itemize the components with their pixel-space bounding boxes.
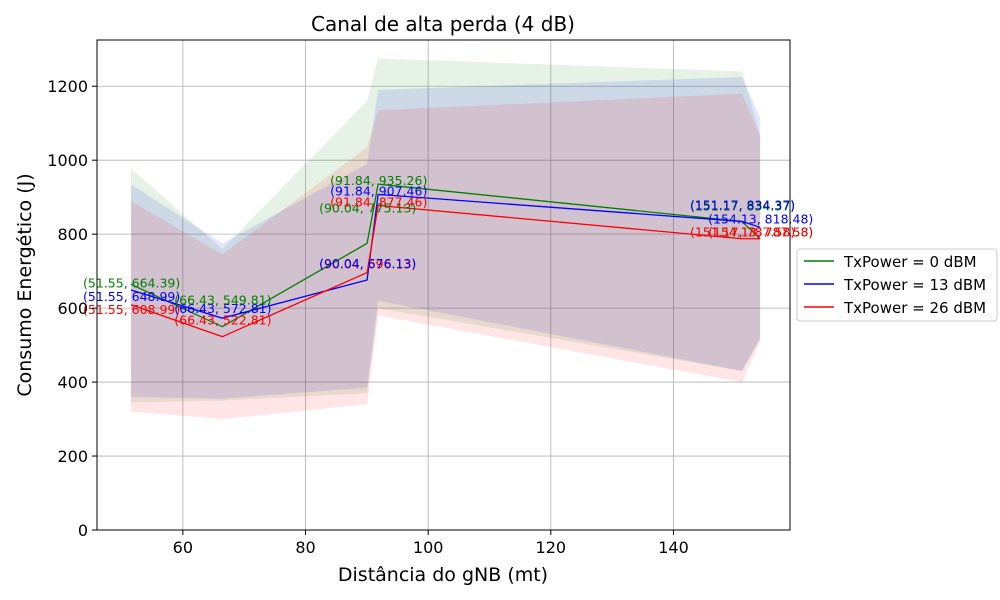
data-point-label: (90.04, 676.13) bbox=[319, 256, 416, 271]
data-point-label: (91.84, 877.46) bbox=[330, 195, 427, 210]
line-txpower-26-dbm bbox=[130, 204, 761, 338]
y-axis-label: Consumo Energético (J) bbox=[14, 173, 36, 396]
y-tick-label: 400 bbox=[57, 373, 88, 392]
data-point-label: (51.55, 608.99) bbox=[83, 302, 180, 317]
y-tick-label: 600 bbox=[57, 299, 88, 318]
y-tick-label: 200 bbox=[57, 447, 88, 466]
band-txpower-0-dbm bbox=[131, 58, 761, 403]
point-annotations: (51.55, 664.39)(51.55, 648.99)(51.55, 60… bbox=[83, 173, 813, 328]
legend-label-0dbm: TxPower = 0 dBM bbox=[843, 253, 977, 271]
series-lines bbox=[130, 183, 761, 338]
legend: TxPower = 0 dBM TxPower = 13 dBM TxPower… bbox=[796, 248, 998, 322]
data-point-label: (66.43, 572.81) bbox=[174, 301, 271, 316]
data-point-label: (66.43, 522.81) bbox=[174, 313, 271, 328]
data-point-label: (66.43, 549.81) bbox=[174, 293, 271, 308]
plot-area: (51.55, 664.39)(51.55, 648.99)(51.55, 60… bbox=[83, 39, 813, 531]
data-point-label: (151.17, 787.58) bbox=[690, 225, 795, 240]
x-tick-label: 60 bbox=[173, 538, 193, 557]
y-tick-label: 1200 bbox=[47, 77, 88, 96]
y-tick-label: 800 bbox=[57, 225, 88, 244]
data-point-label: (91.84, 935.26) bbox=[330, 173, 427, 188]
data-point-label: (154.13, 818.48) bbox=[708, 211, 813, 226]
chart-title: Canal de alta perda (4 dB) bbox=[311, 12, 575, 36]
legend-label-26dbm: TxPower = 26 dBM bbox=[843, 299, 986, 317]
line-txpower-0-dbm bbox=[130, 183, 761, 328]
data-point-label: (91.84, 907.46) bbox=[330, 183, 427, 198]
plot-frame bbox=[96, 39, 791, 531]
band-txpower-26-dbm bbox=[131, 93, 761, 420]
data-point-label: (151.17, 834.37) bbox=[690, 197, 795, 212]
x-tick-label: 140 bbox=[658, 538, 689, 557]
data-point-label: (154.13, 787.58) bbox=[708, 225, 813, 240]
x-tick-label: 80 bbox=[295, 538, 315, 557]
x-tick-label: 100 bbox=[413, 538, 444, 557]
data-point-label: (90.04, 696.13) bbox=[319, 257, 416, 272]
band-txpower-13-dbm bbox=[131, 76, 761, 399]
data-point-label: (51.55, 648.99) bbox=[83, 289, 180, 304]
x-axis-label: Distância do gNB (mt) bbox=[338, 564, 548, 586]
legend-label-13dbm: TxPower = 13 dBM bbox=[843, 276, 986, 294]
y-tick-label: 0 bbox=[78, 521, 88, 540]
x-tick-label: 120 bbox=[536, 538, 567, 557]
data-point-label: (90.04, 775.13) bbox=[319, 200, 416, 215]
y-tick-label: 1000 bbox=[47, 151, 88, 170]
data-point-label: (154.13, 787.58) bbox=[708, 225, 813, 240]
confidence-bands bbox=[131, 58, 761, 420]
legend-box bbox=[796, 248, 998, 322]
data-point-label: (51.55, 664.39) bbox=[83, 275, 180, 290]
x-axis-ticks: 60 80 100 120 140 bbox=[173, 530, 689, 557]
y-axis-ticks: 0 200 400 600 800 1000 1200 bbox=[47, 77, 97, 540]
data-point-label: (151.17, 834.37) bbox=[690, 198, 795, 213]
